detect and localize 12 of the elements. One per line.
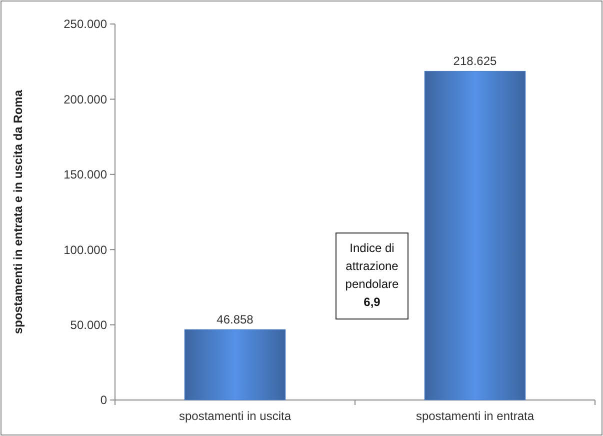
y-tick-label: 50.000 (70, 318, 108, 332)
y-tick-label: 150.000 (64, 168, 108, 182)
y-tick-label: 250.000 (64, 17, 108, 32)
x-tick-label: spostamenti in entrata (416, 409, 534, 423)
annotation: Indice di attrazione pendolare 6,9 (345, 241, 400, 309)
x-tick-label: spostamenti in uscita (178, 409, 292, 423)
y-axis-title: spostamenti in entrata e in uscita da Roma (11, 90, 25, 334)
y-tick-label: 200.000 (64, 92, 108, 106)
data-label: 218.625 (453, 54, 498, 68)
y-tick-label: 100.000 (64, 242, 108, 257)
data-label: 46.858 (216, 312, 254, 327)
y-tick-label: 0 (100, 393, 108, 408)
